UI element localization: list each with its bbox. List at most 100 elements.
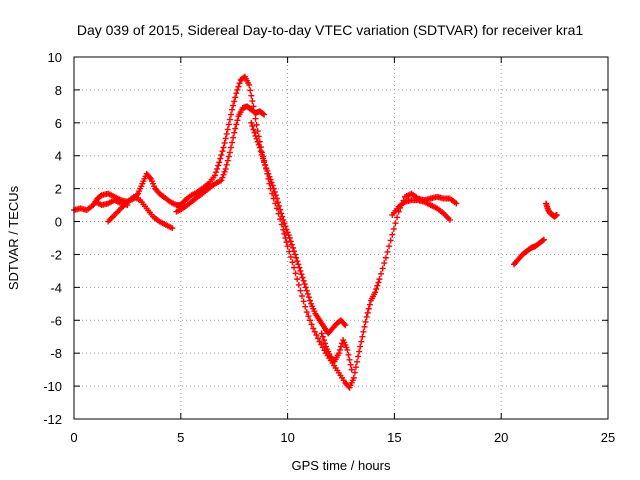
data-point (381, 260, 388, 267)
chart-title: Day 039 of 2015, Sidereal Day-to-day VTE… (77, 22, 583, 38)
data-point (249, 123, 256, 130)
data-point (211, 172, 218, 179)
series-track-9 (543, 200, 560, 220)
data-point (311, 328, 318, 335)
data-point (318, 330, 325, 337)
data-point (236, 80, 243, 87)
data-point (272, 192, 279, 199)
data-point (382, 254, 389, 261)
data-point (229, 106, 236, 113)
data-point (392, 220, 399, 227)
data-point (376, 276, 383, 283)
data-point (260, 110, 267, 117)
grid-lines (74, 57, 608, 419)
data-point (223, 161, 230, 168)
data-point (261, 111, 268, 118)
data-point (278, 210, 285, 217)
data-point (251, 129, 258, 136)
data-point (299, 274, 306, 281)
data-point (256, 144, 263, 151)
axis-ticks (73, 56, 609, 420)
data-point (298, 271, 305, 278)
data-point (346, 356, 353, 363)
data-point (269, 182, 276, 189)
data-point (227, 144, 234, 151)
data-point (231, 129, 238, 136)
data-point (254, 128, 261, 135)
data-point (350, 374, 357, 381)
data-point (124, 202, 131, 209)
data-point (287, 253, 294, 260)
y-axis-label: SDTVAR / TECUs (6, 185, 21, 290)
data-point (364, 309, 371, 316)
data-point (308, 321, 315, 328)
y-tick-label: -2 (50, 247, 62, 262)
data-point (254, 138, 261, 145)
data-point (390, 225, 397, 232)
data-point (291, 264, 298, 271)
data-point (285, 232, 292, 239)
x-axis-label: GPS time / hours (292, 458, 391, 473)
data-point (262, 162, 269, 169)
series-track-3 (92, 197, 131, 209)
data-point (277, 206, 284, 213)
data-point (232, 125, 239, 132)
data-point (217, 155, 224, 162)
data-point (553, 211, 560, 218)
y-tick-label: -8 (50, 346, 62, 361)
data-point (303, 287, 310, 294)
series-track-8 (511, 236, 547, 268)
series-track-4 (173, 103, 268, 215)
data-point (296, 264, 303, 271)
data-point (219, 148, 226, 155)
data-point (295, 281, 302, 288)
data-point (302, 284, 309, 291)
data-point (347, 361, 354, 368)
data-point (233, 121, 240, 128)
data-point (234, 86, 241, 93)
data-point (289, 244, 296, 251)
data-point (297, 287, 304, 294)
data-point (263, 165, 270, 172)
data-point (225, 153, 232, 160)
data-point (235, 83, 242, 90)
data-point (291, 248, 298, 255)
plot-frame (73, 56, 609, 420)
data-point (224, 157, 231, 164)
y-tick-label: 0 (55, 215, 62, 230)
data-point (220, 171, 227, 178)
data-point (253, 121, 260, 128)
data-point (271, 188, 278, 195)
data-point (373, 286, 380, 293)
data-point (248, 92, 255, 99)
data-point (344, 346, 351, 353)
data-point (221, 168, 228, 175)
data-point (264, 167, 271, 174)
data-point (230, 134, 237, 141)
data-point (307, 297, 314, 304)
data-point (273, 195, 280, 202)
series-track-5 (248, 119, 349, 337)
data-point (249, 98, 256, 105)
data-point (379, 265, 386, 272)
data-point (252, 132, 259, 139)
data-point (366, 301, 373, 308)
data-point (284, 243, 291, 250)
data-point (260, 155, 267, 162)
data-point (305, 313, 312, 320)
data-point (361, 323, 368, 330)
y-tick-labels: -12 -10 -8 -6 -4 -2 0 2 4 6 8 10 (43, 50, 62, 427)
data-point (229, 139, 236, 146)
data-point (355, 353, 362, 360)
data-point (253, 135, 260, 142)
data-point (348, 366, 355, 373)
data-point (268, 179, 275, 186)
data-point (284, 229, 291, 236)
data-point (358, 338, 365, 345)
data-point (246, 81, 253, 88)
data-point (297, 267, 304, 274)
data-point (218, 177, 225, 184)
data-point (300, 298, 307, 305)
data-point (223, 130, 230, 137)
y-tick-label: 4 (55, 149, 62, 164)
